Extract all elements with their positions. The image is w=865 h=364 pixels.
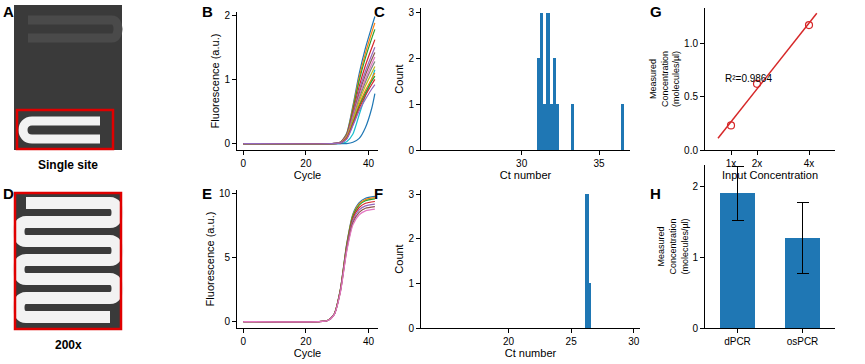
svg-text:0: 0 [408, 145, 414, 156]
svg-text:R²=0.9864: R²=0.9864 [725, 73, 772, 84]
svg-text:1: 1 [224, 74, 230, 85]
svg-text:Count: Count [393, 244, 405, 273]
svg-text:osPCR: osPCR [787, 336, 819, 347]
svg-text:G: G [650, 3, 662, 20]
svg-text:C: C [374, 3, 385, 20]
svg-text:20: 20 [503, 336, 515, 347]
svg-text:Fluorescence (a.u.): Fluorescence (a.u.) [209, 34, 221, 129]
svg-text:F: F [374, 185, 383, 202]
svg-text:2x: 2x [752, 158, 763, 169]
svg-text:0: 0 [240, 158, 246, 169]
svg-text:10: 10 [219, 188, 231, 199]
svg-text:40: 40 [363, 158, 375, 169]
svg-text:40: 40 [363, 336, 375, 347]
svg-text:4x: 4x [804, 158, 815, 169]
svg-text:2: 2 [224, 10, 230, 21]
svg-text:0.5: 0.5 [684, 91, 698, 102]
svg-text:H: H [650, 185, 661, 202]
svg-text:35: 35 [593, 158, 605, 169]
svg-text:0: 0 [408, 323, 414, 334]
svg-text:1x: 1x [726, 158, 737, 169]
svg-text:0: 0 [224, 316, 230, 327]
svg-text:dPCR: dPCR [724, 336, 751, 347]
svg-text:20: 20 [300, 158, 312, 169]
svg-text:5: 5 [224, 252, 230, 263]
svg-text:D: D [3, 185, 14, 202]
svg-text:20: 20 [300, 336, 312, 347]
svg-text:0: 0 [224, 138, 230, 149]
svg-text:30: 30 [516, 158, 528, 169]
svg-text:2: 2 [408, 233, 414, 244]
svg-text:3: 3 [408, 189, 414, 200]
svg-text:Ct number: Ct number [500, 169, 552, 181]
svg-text:2: 2 [692, 181, 698, 192]
svg-text:Fluorescence (a.u.): Fluorescence (a.u.) [204, 212, 216, 307]
svg-text:A: A [3, 3, 14, 20]
svg-text:1: 1 [408, 99, 414, 110]
svg-text:Single site: Single site [38, 158, 98, 172]
svg-text:1.0: 1.0 [684, 38, 698, 49]
svg-text:0.0: 0.0 [684, 145, 698, 156]
svg-text:Ct number: Ct number [505, 347, 557, 359]
svg-text:Cycle: Cycle [294, 169, 322, 181]
svg-text:200x: 200x [55, 338, 82, 352]
svg-text:MeasuredConcentration(molecule: MeasuredConcentration(molecules/µl) [648, 51, 681, 107]
svg-text:25: 25 [566, 336, 578, 347]
svg-text:Count: Count [393, 64, 405, 93]
svg-text:1: 1 [692, 252, 698, 263]
svg-text:0: 0 [692, 323, 698, 334]
svg-text:E: E [202, 185, 212, 202]
svg-text:30: 30 [628, 336, 640, 347]
svg-text:MeasuredConcentration(molecule: MeasuredConcentration(molecules/µl) [656, 218, 689, 274]
svg-text:Input Concentration: Input Concentration [722, 169, 818, 181]
svg-text:3: 3 [408, 7, 414, 18]
svg-text:Cycle: Cycle [294, 347, 322, 359]
svg-text:1: 1 [408, 278, 414, 289]
svg-text:2: 2 [408, 53, 414, 64]
svg-text:B: B [202, 3, 213, 20]
svg-text:0: 0 [240, 336, 246, 347]
